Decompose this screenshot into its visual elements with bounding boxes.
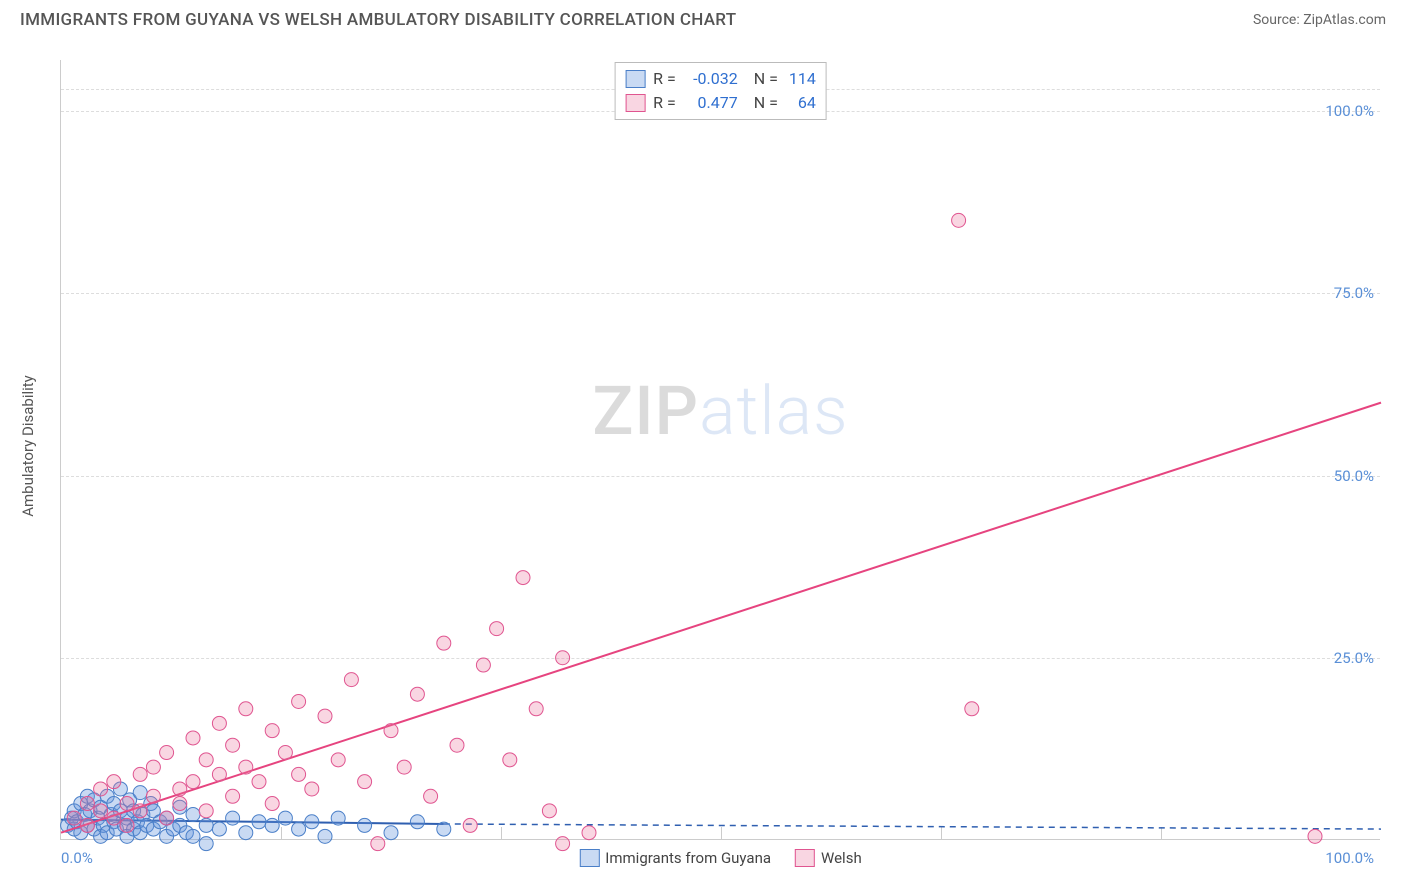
chart-plot-area: ZIPatlas R = -0.032 N = 114 R = 0.477 N … xyxy=(60,60,1380,840)
scatter-svg xyxy=(61,60,1380,839)
series-legend: Immigrants from Guyana Welsh xyxy=(579,849,861,867)
legend-row-guyana: R = -0.032 N = 114 xyxy=(625,67,816,91)
legend-item-guyana: Immigrants from Guyana xyxy=(579,849,771,867)
swatch-welsh-bottom xyxy=(795,849,815,867)
header: IMMIGRANTS FROM GUYANA VS WELSH AMBULATO… xyxy=(0,0,1406,36)
legend-row-welsh: R = 0.477 N = 64 xyxy=(625,91,816,115)
swatch-guyana-bottom xyxy=(579,849,599,867)
x-tick-right: 100.0% xyxy=(1325,849,1374,867)
legend-item-welsh: Welsh xyxy=(795,849,862,867)
correlation-legend: R = -0.032 N = 114 R = 0.477 N = 64 xyxy=(614,62,827,120)
x-tick-left: 0.0% xyxy=(61,849,93,867)
swatch-guyana xyxy=(625,70,645,88)
swatch-welsh xyxy=(625,94,645,112)
chart-title: IMMIGRANTS FROM GUYANA VS WELSH AMBULATO… xyxy=(20,10,736,30)
source-label: Source: ZipAtlas.com xyxy=(1253,12,1386,28)
y-axis-label: Ambulatory Disability xyxy=(19,375,37,517)
